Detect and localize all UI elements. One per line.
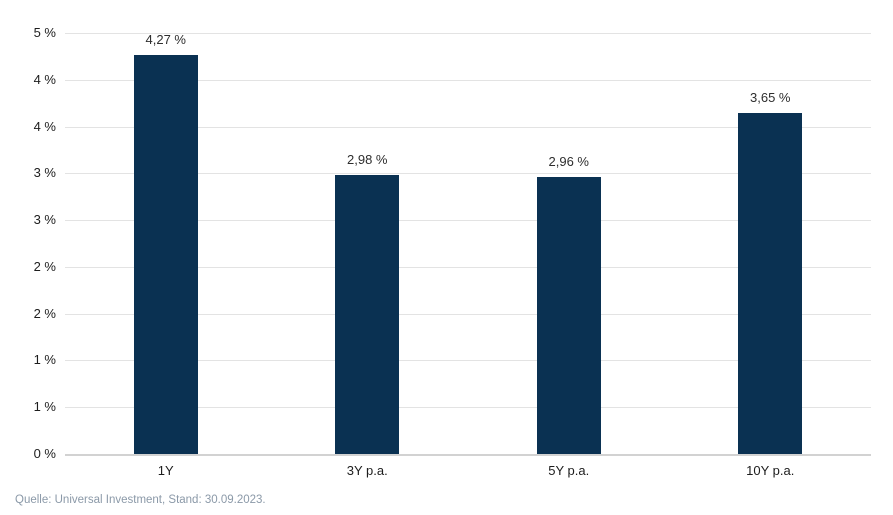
y-axis-tick-label: 5 % [33,25,56,40]
source-note: Quelle: Universal Investment, Stand: 30.… [15,494,266,506]
bar-value-label: 3,65 % [750,89,791,105]
x-axis-category-label: 1Y [157,463,174,478]
x-axis-category-label: 3Y p.a. [346,463,388,478]
y-axis-tick-label: 1 % [33,352,56,368]
y-axis-tick-label: 2 % [33,258,56,274]
bar-3y-p-a [335,175,400,454]
bar-value-label: 2,96 % [548,154,589,170]
gridline [65,266,871,268]
gridline [65,79,871,81]
bar-5y-p-a [536,177,601,454]
y-axis-tick-label: 4 % [33,118,56,134]
bar-10y-p-a [738,112,803,454]
bar-value-label: 2,98 % [347,152,388,168]
bar-1y [133,54,198,454]
bar-value-label: 4,27 % [145,31,186,47]
gridline [65,33,871,34]
y-axis-tick-label: 2 % [33,305,56,321]
gridline [65,220,871,222]
gridline [65,407,871,409]
gridline [65,126,871,128]
x-axis-category-label: 10Y p.a. [746,463,795,478]
x-axis-category-label: 5Y p.a. [548,463,590,478]
x-axis-line [65,454,871,456]
y-axis-tick-label: 3 % [33,165,56,181]
gridline [65,313,871,315]
gridline [65,360,871,362]
y-axis-tick-label: 1 % [33,399,56,415]
y-axis-tick-label: 3 % [33,212,56,228]
gridline [65,173,871,175]
y-axis-tick-label: 4 % [33,71,56,87]
y-axis-tick-label: 0 % [33,446,56,461]
